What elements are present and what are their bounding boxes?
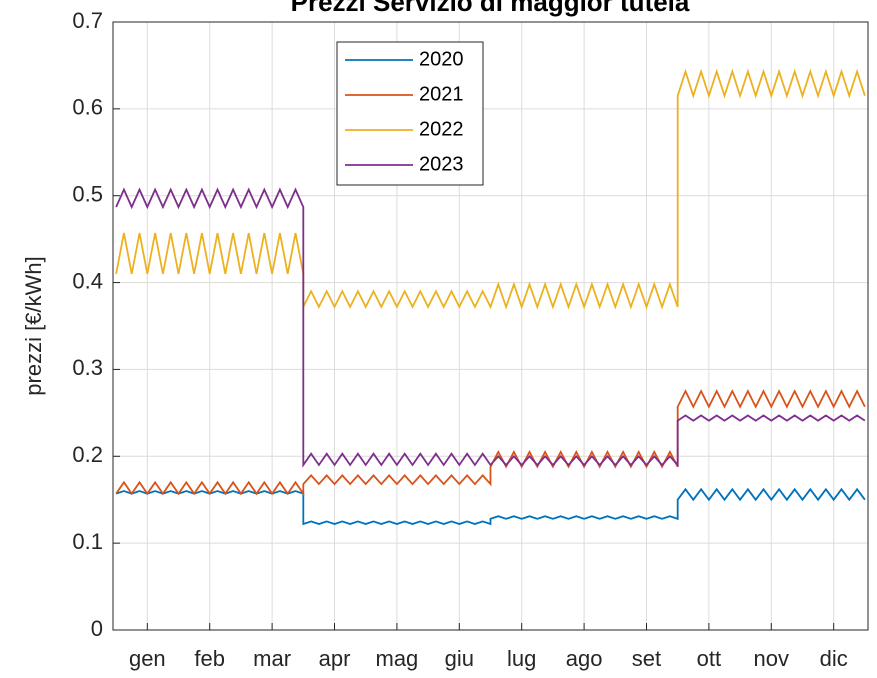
series-line: [115, 68, 866, 310]
x-tick-label: feb: [194, 646, 225, 671]
y-tick-label: 0: [91, 616, 103, 641]
x-tick-label: nov: [754, 646, 789, 671]
chart-title: Prezzi Servizio di maggior tutela: [291, 0, 690, 17]
x-tick-label: ago: [566, 646, 603, 671]
x-tick-label: giu: [445, 646, 474, 671]
x-tick-label: ott: [697, 646, 721, 671]
y-tick-label: 0.4: [72, 268, 103, 293]
series-line: [115, 389, 866, 497]
x-tick-label: apr: [319, 646, 351, 671]
plot-area: [113, 22, 868, 630]
legend-label: 2022: [419, 118, 464, 140]
y-axis-label: prezzi [€/kWh]: [21, 256, 46, 395]
y-tick-label: 0.3: [72, 355, 103, 380]
x-tick-label: lug: [507, 646, 536, 671]
x-tick-label: gen: [129, 646, 166, 671]
x-tick-label: dic: [820, 646, 848, 671]
legend-label: 2021: [419, 83, 464, 105]
y-tick-label: 0.7: [72, 8, 103, 33]
y-tick-label: 0.1: [72, 529, 103, 554]
series-line: [115, 487, 866, 526]
legend-box: [336, 41, 484, 186]
x-tick-label: mag: [376, 646, 419, 671]
axes-box: [112, 21, 869, 631]
legend-label: 2020: [419, 48, 464, 70]
y-tick-label: 0.6: [72, 95, 103, 120]
x-tick-label: set: [632, 646, 661, 671]
y-tick-label: 0.2: [72, 442, 103, 467]
y-tick-label: 0.5: [72, 182, 103, 207]
series-line: [115, 187, 866, 468]
legend-label: 2023: [419, 153, 464, 175]
x-tick-label: mar: [253, 646, 291, 671]
